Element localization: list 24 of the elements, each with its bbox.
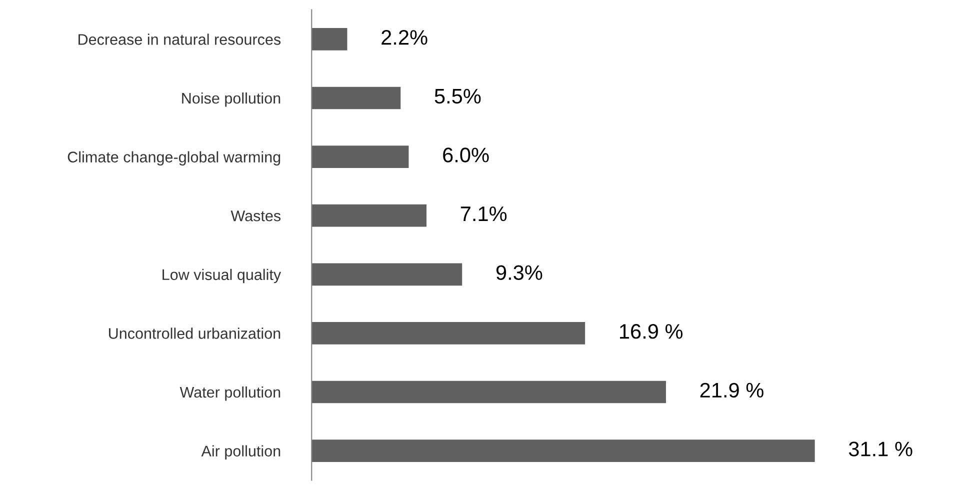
y-tick-label: Air pollution (201, 445, 280, 460)
data-label: 7.1% (460, 206, 507, 222)
bar (312, 146, 409, 168)
y-tick-label: Uncontrolled urbanization (109, 328, 280, 339)
bar (312, 86, 401, 110)
data-label: 2.2% (382, 30, 428, 45)
bar (312, 263, 462, 286)
bar (312, 322, 586, 344)
y-tick-label: Decrease in natural resources (78, 34, 281, 45)
data-label: 9.3% (496, 265, 542, 280)
data-label: 31.1 % (848, 442, 912, 456)
y-tick-label: Water pollution (180, 386, 280, 401)
data-label: 16.9 % (620, 324, 683, 339)
bar (312, 28, 348, 50)
y-tick-label: Noise pollution (182, 92, 280, 107)
bar (312, 440, 815, 462)
data-label: 5.5% (434, 88, 481, 104)
bar (312, 204, 427, 227)
y-tick-label: Climate change-global warming (68, 151, 280, 166)
y-tick-label: Wastes (230, 210, 281, 222)
data-label: 21.9 % (700, 382, 764, 398)
data-label: 6.0% (443, 148, 489, 162)
y-tick-label: Low visual quality (162, 268, 282, 284)
bar (312, 380, 666, 404)
